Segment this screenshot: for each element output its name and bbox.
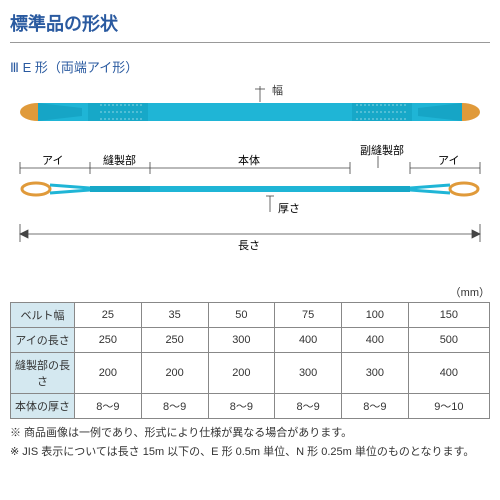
svg-text:本体: 本体 <box>238 153 260 167</box>
svg-text:アイ: アイ <box>42 155 63 167</box>
side-view <box>22 183 478 195</box>
page-title: 標準品の形状 <box>10 10 490 43</box>
note-line: ※ 商品画像は一例であり、形式により仕様が異なる場合があります。 <box>10 425 490 442</box>
svg-text:長さ: 長さ <box>238 239 260 252</box>
unit-label: （mm） <box>10 284 490 300</box>
notes: ※ 商品画像は一例であり、形式により仕様が異なる場合があります。 ※ JIS 表… <box>10 425 490 460</box>
svg-text:副縫製部: 副縫製部 <box>360 143 404 157</box>
svg-text:厚さ: 厚さ <box>278 202 300 215</box>
shape-subtitle: Ⅲ E 形（両端アイ形） <box>10 57 490 76</box>
row-header: 本体の厚さ <box>11 394 75 419</box>
svg-text:アイ: アイ <box>438 155 459 167</box>
row-header: ベルト幅 <box>11 303 75 328</box>
svg-text:縫製部: 縫製部 <box>103 153 136 167</box>
svg-text:幅: 幅 <box>272 84 283 97</box>
sling-diagram: 幅 アイ 縫製部 本体 副縫製部 アイ 厚さ 長さ <box>10 84 490 274</box>
row-header: アイの長さ <box>11 328 75 353</box>
spec-table: ベルト幅25355075100150 アイの長さ2502503004004005… <box>10 302 490 419</box>
row-header: 縫製部の長さ <box>11 353 75 394</box>
top-view <box>20 103 480 121</box>
note-line: ※ JIS 表示については長さ 15m 以下の、E 形 0.5m 単位、N 形 … <box>10 444 490 461</box>
